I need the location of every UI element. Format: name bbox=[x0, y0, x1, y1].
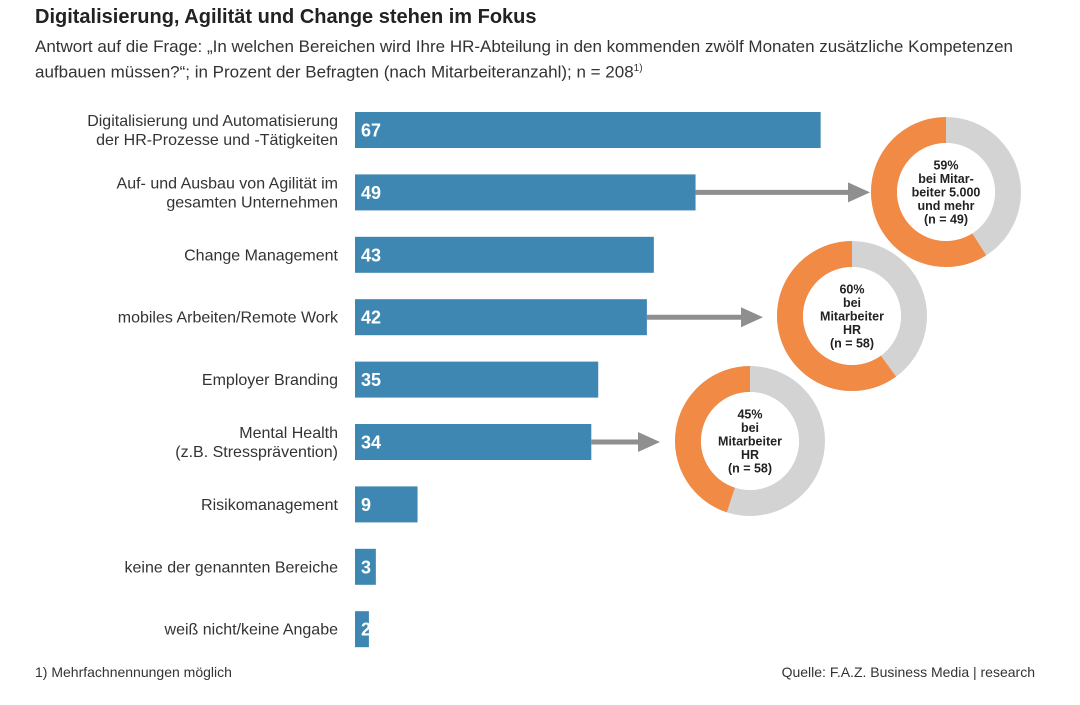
donut-2-label-line-1: 60% bbox=[839, 283, 864, 297]
category-label-2-line-1: Auf- und Ausbau von Agilität im bbox=[117, 175, 338, 192]
donut-3-label-line-5: (n = 58) bbox=[728, 462, 772, 476]
category-label-1-line-1: Digitalisierung und Automatisierung bbox=[87, 113, 338, 130]
category-label-5: Employer Branding bbox=[202, 372, 338, 389]
donut-2-hole bbox=[803, 267, 901, 365]
callout-arrow-1 bbox=[695, 182, 870, 203]
bar-6 bbox=[355, 424, 592, 460]
data-label-8: 3 bbox=[361, 557, 371, 577]
category-label-9: weiß nicht/keine Angabe bbox=[164, 622, 339, 639]
bar-7 bbox=[355, 486, 418, 523]
bar-4 bbox=[355, 299, 647, 336]
data-label-5: 35 bbox=[361, 370, 381, 390]
donut-3-label-line-1: 45% bbox=[737, 408, 762, 422]
bars-layer: 67 Digitalisierung und Automatisierung der… bbox=[87, 112, 821, 648]
chart-subtitle: Antwort auf die Frage: „In welchen Berei… bbox=[35, 36, 1055, 84]
bar-2 bbox=[355, 174, 696, 211]
bar-8 bbox=[355, 548, 376, 585]
callout-arrow-3 bbox=[591, 432, 660, 452]
category-label-1-line-2: der HR-Prozesse und -Tätigkeiten bbox=[96, 132, 338, 149]
arrows-layer bbox=[591, 182, 870, 452]
data-label-1: 67 bbox=[361, 121, 381, 141]
subtitle-text: Antwort auf die Frage: „In welchen Berei… bbox=[35, 37, 1014, 82]
donut-1-label-line-1: 59% bbox=[933, 159, 958, 173]
category-label-3: Change Management bbox=[184, 247, 338, 264]
category-label-6-line-1: Mental Health bbox=[239, 425, 338, 442]
donut-2-share bbox=[777, 241, 897, 391]
donut-3-hole bbox=[701, 392, 799, 490]
data-label-4: 42 bbox=[361, 308, 381, 328]
bar-5 bbox=[355, 361, 599, 398]
donut-2-label-line-3: Mitarbeiter bbox=[820, 310, 884, 324]
donut-1-label-line-3: beiter 5.000 bbox=[912, 186, 981, 200]
donut-3-label-line-3: Mitarbeiter bbox=[718, 435, 782, 449]
donut-2-label-line-4: HR bbox=[843, 323, 861, 337]
category-label-2-line-2: gesamten Unternehmen bbox=[166, 194, 338, 211]
bar-9 bbox=[355, 611, 369, 648]
subtitle-footnote-marker: 1) bbox=[633, 63, 643, 74]
callout-arrow-2 bbox=[646, 307, 763, 328]
donut-3-share bbox=[675, 366, 751, 513]
donut-1-label-line-5: (n = 49) bbox=[924, 213, 968, 227]
donut-3-label-line-4: HR bbox=[741, 448, 759, 462]
bar-1 bbox=[355, 112, 821, 148]
donut-2-label-line-5: (n = 58) bbox=[830, 337, 874, 351]
source-note: Quelle: F.A.Z. Business Media | research bbox=[781, 664, 1035, 680]
data-label-3: 43 bbox=[361, 245, 381, 265]
data-label-7: 9 bbox=[361, 495, 371, 515]
category-label-4: mobiles Arbeiten/Remote Work bbox=[118, 310, 339, 327]
chart-title: Digitalisierung, Agilität und Change ste… bbox=[35, 6, 537, 28]
data-label-6: 34 bbox=[361, 433, 381, 453]
data-label-9: 2 bbox=[361, 620, 371, 640]
donut-1-hole bbox=[897, 143, 995, 241]
donut-1-label-line-2: bei Mitar- bbox=[918, 172, 974, 186]
category-label-7: Risikomanagement bbox=[201, 497, 339, 514]
bar-3 bbox=[355, 236, 654, 273]
category-label-6-line-2: (z.B. Stressprävention) bbox=[175, 444, 338, 461]
footnote: 1) Mehrfachnennungen möglich bbox=[35, 664, 232, 680]
donut-1-label-line-4: und mehr bbox=[918, 199, 975, 213]
donut-2-label-line-2: bei bbox=[843, 296, 861, 310]
data-label-2: 49 bbox=[361, 183, 381, 203]
donut-1-share bbox=[871, 117, 987, 267]
category-label-8: keine der genannten Bereiche bbox=[125, 559, 339, 576]
donut-3-label-line-2: bei bbox=[741, 421, 759, 435]
